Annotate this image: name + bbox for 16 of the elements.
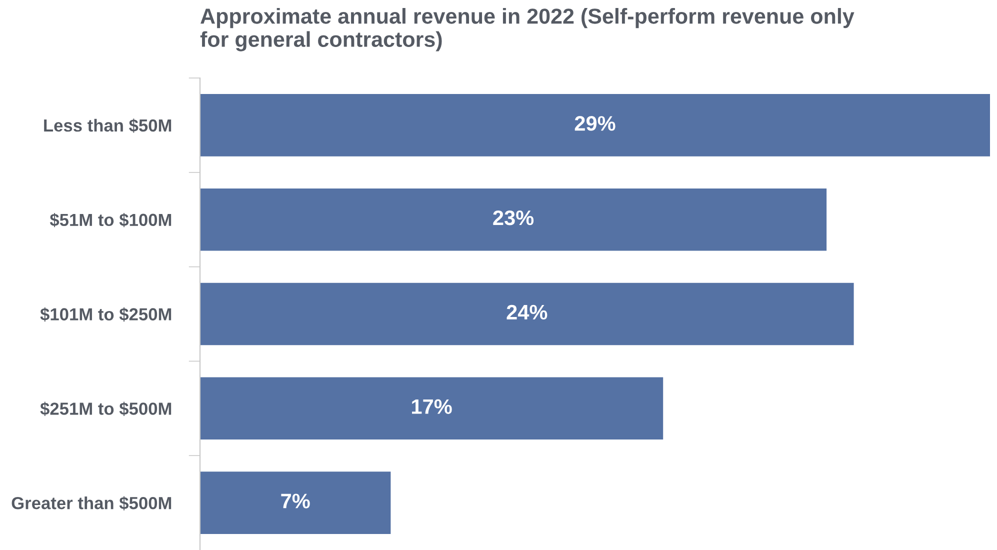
bar: [200, 377, 664, 440]
data-label: 7%: [281, 494, 310, 508]
data-label: 29%: [574, 116, 616, 131]
y-tick-label: Less than $50M: [44, 118, 172, 133]
y-tick-label: Greater than $500M: [12, 496, 172, 510]
bar: [200, 188, 827, 251]
y-tick-label: $251M to $500M: [40, 402, 172, 416]
bar: [200, 94, 990, 156]
y-tick-label: $51M to $100M: [50, 213, 172, 228]
data-label: 24%: [506, 304, 548, 320]
bar: [200, 282, 854, 346]
chart-title: Approximate annual revenue in 2022 (Self-perform revenue only for general contractors): [200, 8, 854, 52]
data-label: 17%: [412, 399, 452, 414]
y-tick-label: $101M to $250M: [40, 307, 172, 322]
data-label: 23%: [493, 210, 534, 226]
bar: [200, 472, 391, 534]
